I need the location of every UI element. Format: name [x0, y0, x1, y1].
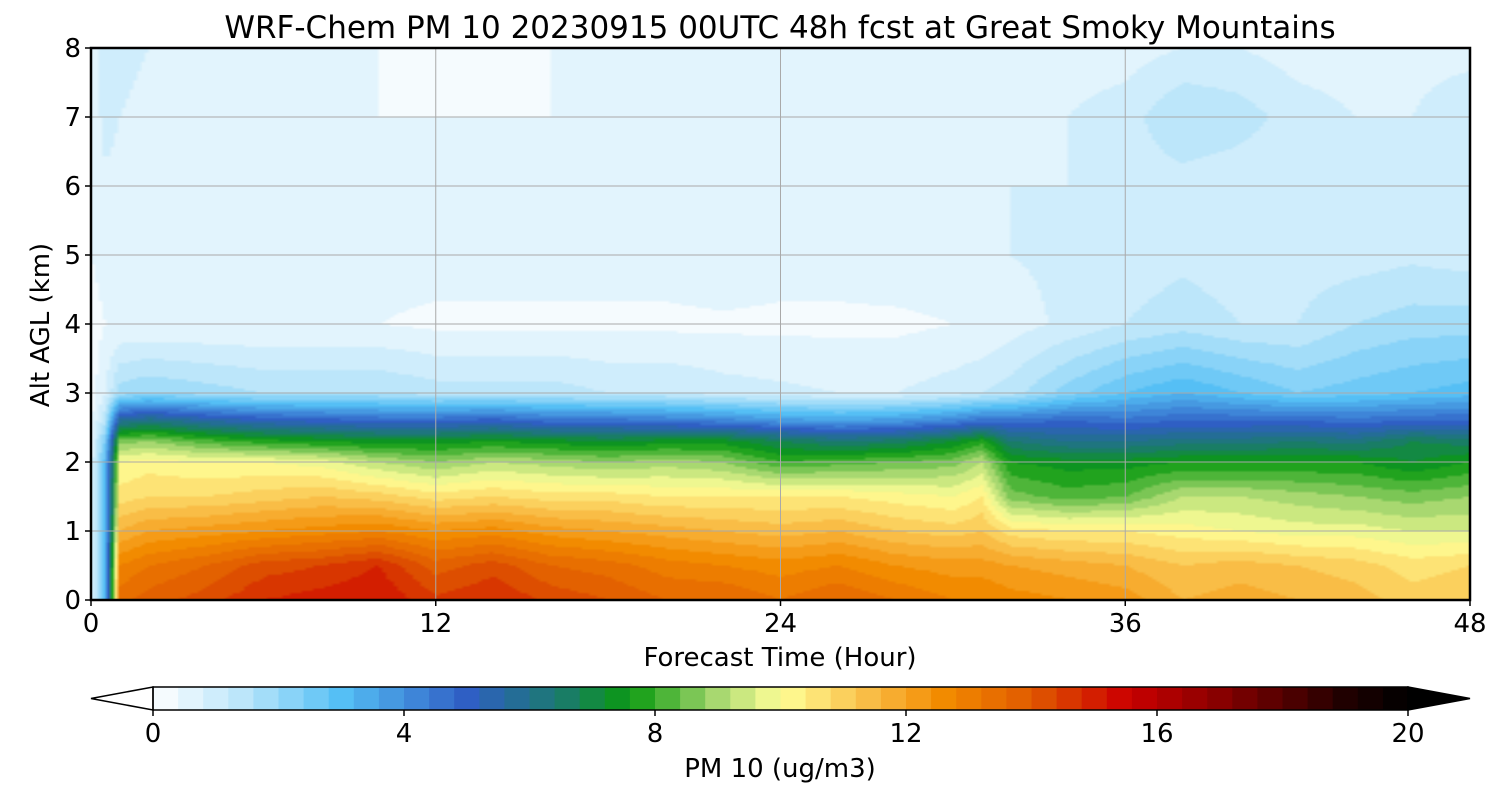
y-tick-label: 5 — [64, 241, 81, 271]
colorbar-swatch — [178, 687, 204, 710]
colorbar-swatch — [1357, 687, 1384, 710]
colorbar-swatch — [1307, 687, 1334, 710]
colorbar-swatch — [1056, 687, 1083, 710]
colorbar-extend-min — [90, 686, 154, 711]
colorbar-tick-label: 4 — [396, 719, 413, 749]
colorbar-swatch — [680, 687, 706, 710]
colorbar-swatch — [906, 687, 932, 710]
colorbar-swatch — [604, 687, 631, 710]
chart-title: WRF-Chem PM 10 20230915 00UTC 48h fcst a… — [224, 10, 1335, 46]
colorbar-swatch — [931, 687, 957, 710]
y-tick-label: 6 — [64, 172, 81, 202]
y-tick-label: 0 — [64, 586, 81, 616]
colorbar-swatch — [1106, 687, 1133, 710]
colorbar-frame — [152, 686, 1409, 711]
colorbar-swatch — [1207, 687, 1233, 710]
colorbar-swatch — [504, 687, 531, 710]
colorbar-swatch — [655, 687, 681, 710]
colorbar-swatch — [228, 687, 254, 710]
colorbar-swatch — [579, 687, 606, 710]
colorbar-tick-label: 16 — [1140, 719, 1173, 749]
colorbar: 0 4 8 12 16 20 — [90, 686, 1471, 749]
colorbar-swatch — [1081, 687, 1108, 710]
colorbar-swatch — [479, 687, 505, 710]
colorbar-extend-max — [1407, 686, 1471, 711]
colorbar-swatch — [880, 687, 907, 710]
colorbar-swatch — [805, 687, 832, 710]
colorbar-swatch — [855, 687, 882, 710]
colorbar-swatch — [328, 687, 355, 710]
colorbar-swatch — [1332, 687, 1359, 710]
colorbar-label: PM 10 (ug/m3) — [684, 754, 876, 784]
colorbar-swatch — [454, 687, 480, 710]
x-tick-label: 36 — [1109, 609, 1142, 639]
x-tick-label: 12 — [419, 609, 452, 639]
x-tick-label: 48 — [1453, 609, 1486, 639]
colorbar-swatch — [1232, 687, 1258, 710]
colorbar-swatch — [203, 687, 229, 710]
colorbar-swatch — [1282, 687, 1309, 710]
colorbar-tick-label: 0 — [145, 719, 162, 749]
colorbar-swatch — [353, 687, 380, 710]
colorbar-swatch — [629, 687, 656, 710]
colorbar-swatch — [981, 687, 1007, 710]
y-tick-label: 4 — [64, 310, 81, 340]
y-tick-label: 7 — [64, 103, 81, 133]
colorbar-swatch — [253, 687, 280, 710]
colorbar-swatch — [730, 687, 756, 710]
colorbar-swatch — [153, 687, 179, 710]
colorbar-swatch — [554, 687, 581, 710]
colorbar-tick-label: 8 — [647, 719, 664, 749]
colorbar-swatch — [1157, 687, 1183, 710]
colorbar-swatch — [1182, 687, 1208, 710]
colorbar-swatch — [755, 687, 782, 710]
colorbar-swatch — [1031, 687, 1058, 710]
y-tick-label: 2 — [64, 448, 81, 478]
colorbar-swatch — [780, 687, 807, 710]
colorbar-swatch — [404, 687, 430, 710]
colorbar-swatch — [378, 687, 405, 710]
colorbar-swatch — [830, 687, 857, 710]
colorbar-swatch — [705, 687, 731, 710]
colorbar-swatch — [1382, 687, 1409, 710]
colorbar-swatch — [1006, 687, 1033, 710]
x-axis-label: Forecast Time (Hour) — [643, 643, 916, 673]
colorbar-swatch — [1131, 687, 1158, 710]
y-tick-label: 8 — [64, 34, 81, 64]
x-tick-label: 0 — [83, 609, 100, 639]
colorbar-tick-label: 12 — [889, 719, 922, 749]
colorbar-swatch — [956, 687, 982, 710]
colorbar-swatch — [1257, 687, 1284, 710]
y-tick-label: 1 — [64, 517, 81, 547]
y-axis-label: Alt AGL (km) — [26, 243, 56, 407]
colorbar-tick-label: 20 — [1391, 719, 1424, 749]
colorbar-swatch — [429, 687, 455, 710]
colorbar-swatch — [303, 687, 330, 710]
y-tick-label: 3 — [64, 379, 81, 409]
x-tick-label: 24 — [764, 609, 797, 639]
colorbar-swatch — [278, 687, 305, 710]
colorbar-swatch — [529, 687, 556, 710]
